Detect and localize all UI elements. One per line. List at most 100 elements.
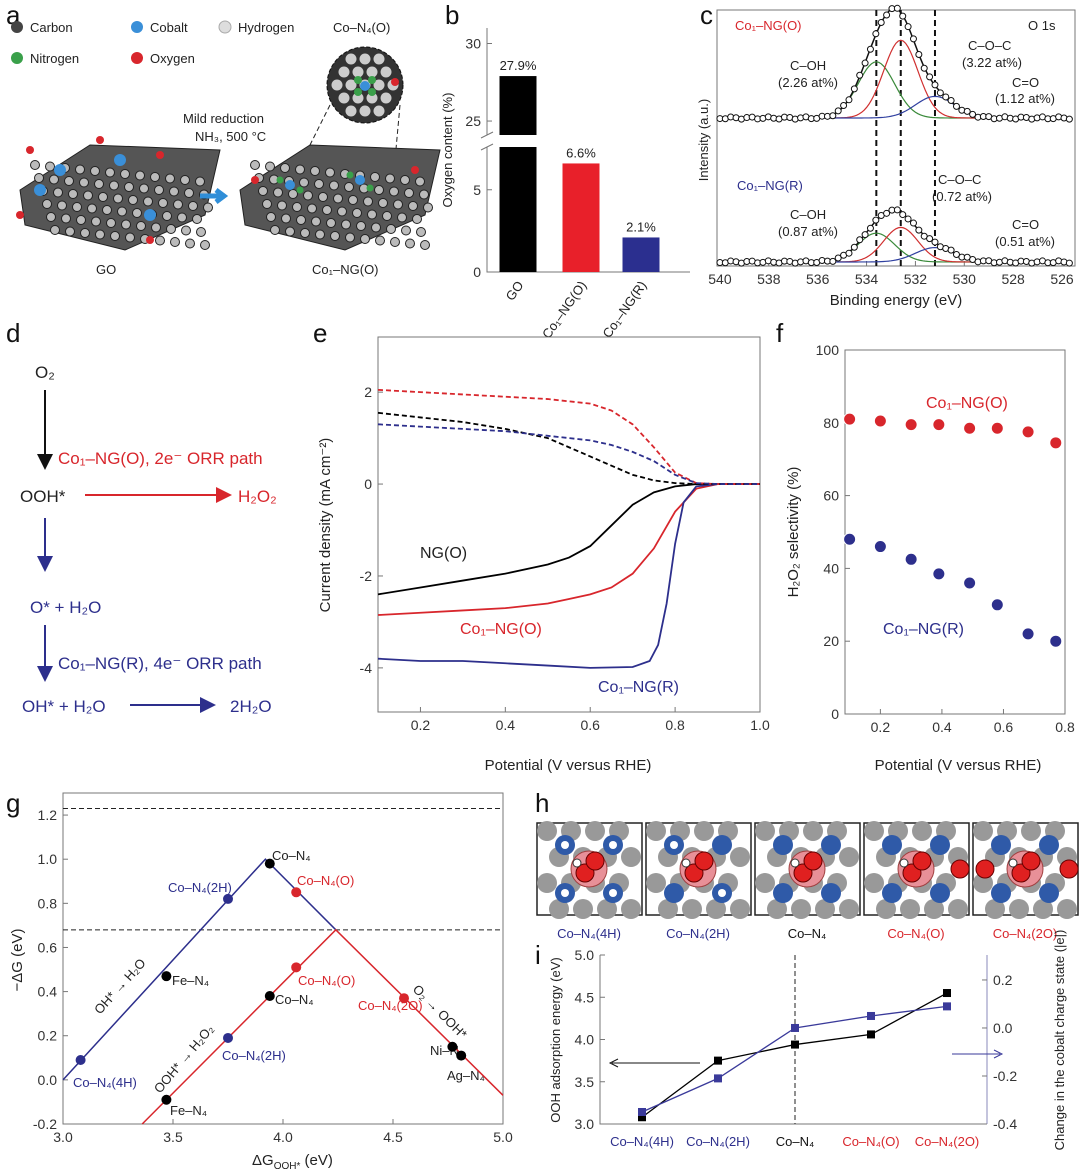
oxygen-atom: [146, 236, 154, 244]
carbon-atom: [366, 92, 378, 104]
data-point: [834, 107, 842, 115]
data-point: [1049, 634, 1063, 648]
carbon-ring: [79, 177, 89, 188]
carbon-ring: [330, 231, 340, 241]
data-point: [877, 18, 885, 26]
path-4e-label: Co₁–NG(R), 4e⁻ ORR path: [58, 654, 262, 673]
data-point: [893, 206, 901, 214]
carbon-atom: [345, 105, 357, 117]
carbon-ring: [109, 180, 119, 191]
carbon-atom: [948, 899, 968, 919]
volcano-line: [141, 928, 504, 1125]
series-line: [377, 411, 760, 485]
data-point: [291, 887, 302, 898]
carbon-ring: [102, 205, 112, 215]
carbon-ring: [325, 167, 335, 178]
data-point: [943, 1002, 951, 1011]
carbon-atom: [366, 66, 378, 78]
carbon-ring: [400, 175, 410, 185]
carbon-ring: [314, 179, 324, 189]
carbon-atom: [900, 899, 920, 919]
carbon-ring: [169, 186, 179, 197]
y-tick-label: 30: [465, 36, 481, 52]
carbon-ring: [83, 190, 93, 201]
carbon-ring: [397, 212, 407, 223]
carbon-ring: [273, 187, 283, 198]
data-point: [883, 209, 891, 217]
y-axis-label: −ΔG (eV): [9, 929, 26, 992]
y-tick-label: 40: [823, 560, 839, 576]
carbon-ring: [124, 182, 134, 192]
carbon-ring: [420, 240, 430, 250]
peak-label: C–OH: [790, 58, 826, 73]
y-tick-label: 80: [823, 415, 839, 431]
oh-h2o-species: OH* + H₂O: [22, 697, 106, 716]
carbon-atom: [338, 66, 350, 78]
carbon-ring: [196, 227, 206, 237]
carbon-ring: [292, 202, 302, 212]
carbon-atom: [345, 79, 357, 91]
cobalt-atom: [144, 209, 156, 221]
x-label-sub: OOH*: [274, 1161, 301, 1172]
data-point: [990, 421, 1004, 435]
carbon-ring: [307, 203, 317, 214]
carbon-ring: [195, 176, 205, 187]
carbon-ring: [177, 212, 187, 223]
data-point: [791, 1023, 799, 1032]
data-point: [1021, 425, 1035, 439]
carbon-atom: [839, 847, 859, 867]
peak-label: C–O–C: [938, 172, 981, 187]
bar-value-label: 6.6%: [566, 145, 596, 160]
panel-f-selectivity-chart: Co₁–NG(O) Co₁–NG(R) 0.2 0.4 0.6 0.8 0 20 40 60 8…: [785, 342, 1075, 774]
nitrogen-atom: [346, 171, 354, 179]
carbon-ring: [415, 176, 425, 187]
panel-i-dual-axis-chart: 3.0 3.5 4.0 4.5 5.0 -0.4 -0.2 0.0 0.2 Co–N₄(4H) Co…: [548, 930, 1067, 1151]
carbon-ring: [106, 218, 116, 228]
data-point: [883, 11, 891, 19]
data-point: [291, 962, 302, 973]
y-tick-label: -0.4: [993, 1116, 1017, 1132]
bar: [499, 147, 537, 272]
carbon-ring: [344, 182, 354, 192]
carbon-ring: [419, 189, 429, 200]
y-axis-label-right: Change in the cobalt charge state (|e|): [1052, 930, 1067, 1151]
y-tick-label: -0.2: [33, 1116, 57, 1132]
data-point: [932, 418, 946, 432]
data-point: [904, 552, 918, 566]
bar: [562, 163, 600, 272]
carbon-ring: [150, 172, 160, 182]
data-point: [936, 89, 944, 97]
x-category-label: Co–N₄: [776, 1134, 815, 1149]
carbon-ring: [105, 167, 115, 178]
carbon-ring: [374, 185, 384, 195]
data-point: [223, 893, 233, 904]
carbon-atom: [864, 821, 884, 841]
legend-hydrogen-icon: [218, 20, 232, 34]
hydrogen-atom: [670, 841, 678, 849]
carbon-ring: [270, 225, 280, 235]
data-point: [850, 243, 858, 251]
co-n4-magnified-inset: [299, 46, 404, 166]
x-tick-label: 4.5: [383, 1129, 403, 1145]
carbon-ring: [345, 232, 355, 243]
carbon-ring: [288, 189, 298, 199]
cobalt-atom: [54, 164, 66, 176]
point-label: Co–N₄(2H): [222, 1048, 286, 1063]
y-tick-label: 60: [823, 488, 839, 504]
carbon-ring: [371, 222, 381, 233]
data-point: [893, 4, 901, 12]
oxygen-atom: [251, 176, 259, 184]
y-axis-label: Intensity (a.u.): [696, 99, 711, 181]
peak-label: C=O: [1012, 75, 1039, 90]
carbon-ring: [180, 175, 190, 185]
x-tick-label: 4.0: [273, 1129, 293, 1145]
carbon-ring: [386, 224, 396, 234]
y-tick-label: 0: [831, 706, 839, 722]
carbon-ring: [128, 195, 138, 205]
carbon-ring: [68, 189, 78, 199]
x-tick-label: 0.2: [411, 717, 431, 733]
carbon-atom: [973, 821, 993, 841]
data-point: [861, 231, 869, 239]
data-point: [963, 576, 977, 590]
data-point: [899, 211, 907, 219]
